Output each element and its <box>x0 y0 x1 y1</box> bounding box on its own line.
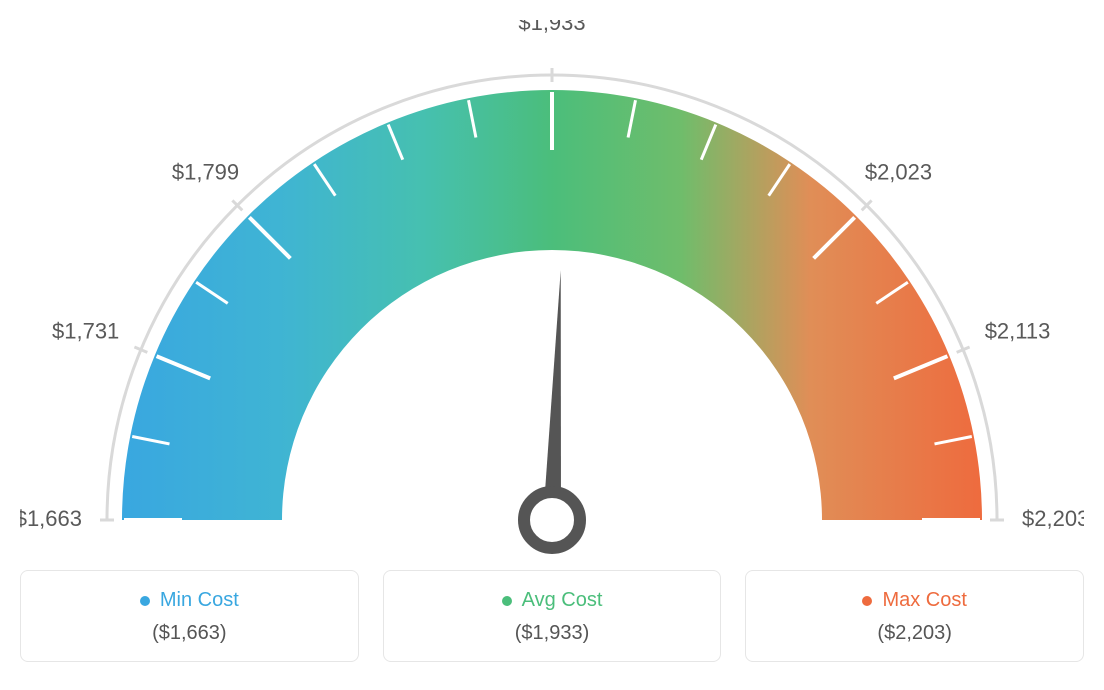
legend-row: Min Cost ($1,663) Avg Cost ($1,933) Max … <box>20 570 1084 662</box>
legend-value-min: ($1,663) <box>31 622 348 645</box>
legend-card-avg: Avg Cost ($1,933) <box>383 570 722 662</box>
chart-container: $1,663 $1,731 $1,799 $1,933 $2,023 $2,113 $2,2… <box>20 20 1084 662</box>
legend-dot-min <box>140 596 150 606</box>
gauge-svg: $1,663 $1,731 $1,799 $1,933 $2,023 $2,113 $2,2… <box>20 20 1084 560</box>
legend-dot-avg <box>502 596 512 606</box>
svg-text:$2,203: $2,203 <box>1022 506 1084 531</box>
legend-card-min: Min Cost ($1,663) <box>20 570 359 662</box>
gauge-chart: $1,663 $1,731 $1,799 $1,933 $2,023 $2,113 $2,2… <box>20 20 1084 560</box>
legend-value-avg: ($1,933) <box>394 622 711 645</box>
svg-text:$2,023: $2,023 <box>865 159 932 184</box>
svg-text:$1,663: $1,663 <box>20 506 82 531</box>
svg-text:$1,731: $1,731 <box>52 318 119 343</box>
legend-dot-max <box>862 596 872 606</box>
legend-card-max: Max Cost ($2,203) <box>745 570 1084 662</box>
legend-label-max: Max Cost <box>882 589 966 612</box>
legend-label-avg: Avg Cost <box>522 589 603 612</box>
legend-title-min: Min Cost <box>140 589 239 612</box>
svg-text:$2,113: $2,113 <box>985 318 1051 343</box>
svg-text:$1,933: $1,933 <box>518 20 585 35</box>
legend-title-avg: Avg Cost <box>502 589 603 612</box>
svg-text:$1,799: $1,799 <box>172 159 239 184</box>
legend-title-max: Max Cost <box>862 589 966 612</box>
legend-value-max: ($2,203) <box>756 622 1073 645</box>
legend-label-min: Min Cost <box>160 589 239 612</box>
